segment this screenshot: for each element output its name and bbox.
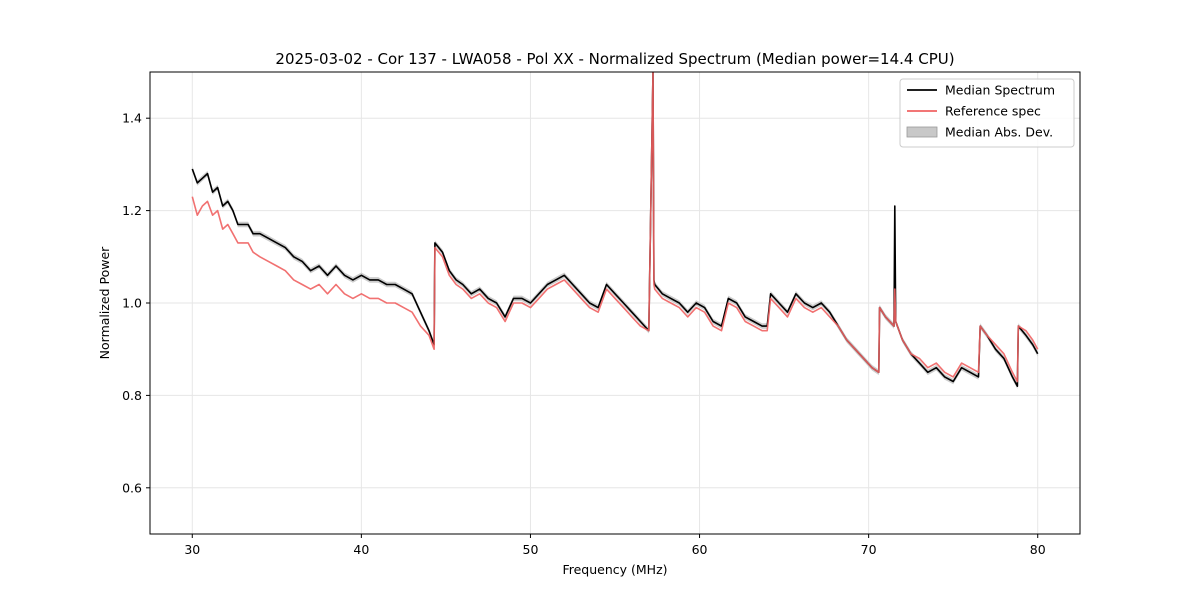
x-tick-label: 40 — [353, 542, 369, 557]
x-axis-label: Frequency (MHz) — [562, 562, 667, 577]
legend: Median Spectrum Reference spec Median Abs.… — [899, 78, 1075, 148]
y-tick-label: 1.2 — [122, 203, 142, 218]
legend-label: Median Abs. Dev. — [945, 125, 1053, 140]
x-axis-ticks: 30 40 50 60 70 80 — [184, 534, 1046, 557]
x-tick-label: 70 — [861, 542, 877, 557]
y-tick-label: 0.8 — [122, 388, 142, 403]
chart-title: 2025-03-02 - Cor 137 - LWA058 - Pol XX -… — [275, 50, 954, 68]
x-tick-label: 80 — [1030, 542, 1046, 557]
x-tick-label: 30 — [184, 542, 200, 557]
y-axis-ticks: 0.6 0.8 1.0 1.2 1.4 — [122, 111, 150, 495]
x-tick-label: 60 — [692, 542, 708, 557]
y-tick-label: 0.6 — [122, 480, 142, 495]
reference-spec-line — [191, 72, 1039, 383]
y-axis-label: Normalized Power — [97, 246, 112, 360]
legend-label: Median Spectrum — [945, 83, 1055, 98]
legend-label: Reference spec — [945, 104, 1041, 119]
legend-swatch-patch — [906, 126, 938, 138]
series-layer — [191, 72, 1039, 387]
legend-box — [899, 78, 1075, 148]
y-tick-label: 1.4 — [122, 111, 142, 126]
x-tick-label: 50 — [523, 542, 539, 557]
y-tick-label: 1.0 — [122, 296, 142, 311]
